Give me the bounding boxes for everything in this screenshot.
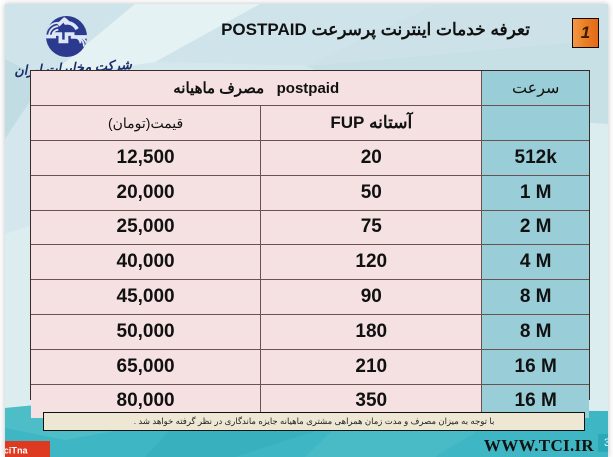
svg-text:ciTna: ciTna	[5, 445, 29, 455]
